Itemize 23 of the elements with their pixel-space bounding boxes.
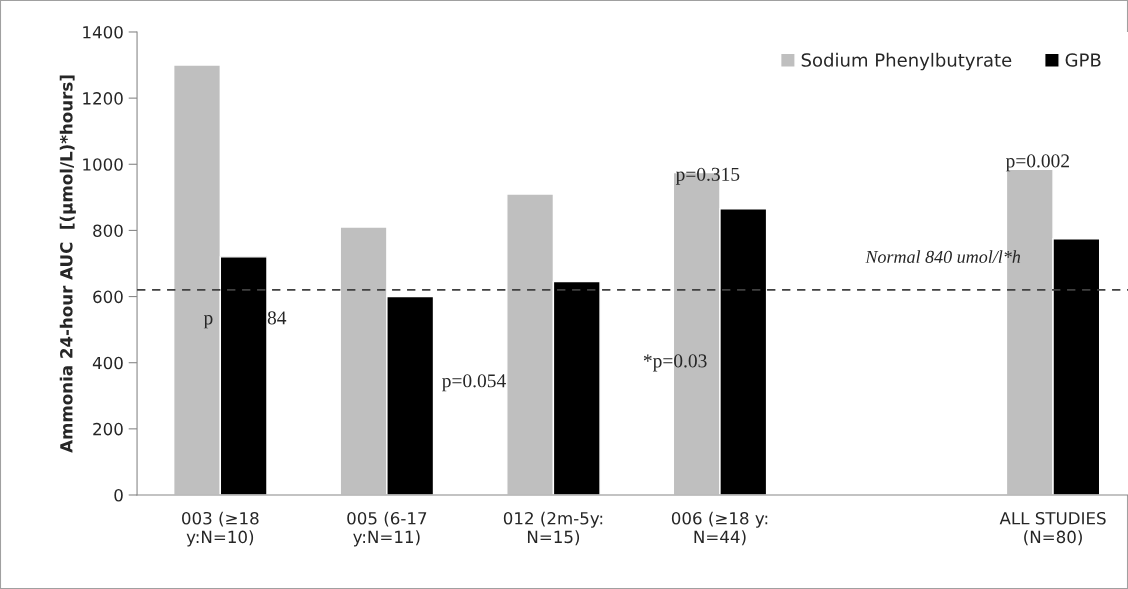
y-axis-title: Ammonia 24-hour AUC [(µmol/L)*hours] <box>59 75 76 453</box>
annotation: 84 <box>267 311 287 325</box>
y-tick-label: 400 <box>92 356 123 370</box>
x-tick-label: 003 (≥18 y:N=10) <box>182 511 259 547</box>
annotation: p=0.315 <box>675 167 740 185</box>
annotation: p=0.002 <box>1005 154 1069 172</box>
y-tick-label: 200 <box>93 422 123 436</box>
y-tick-label: 800 <box>93 224 123 237</box>
y-tick-label: 1400 <box>83 25 123 39</box>
x-tick-label: 005 (6-17 y:N=11) <box>347 511 427 547</box>
legend-label: Sodium Phenylbutyrate <box>801 52 1012 71</box>
annotation: p <box>203 315 213 329</box>
x-tick-label: 012 (2m-5y: N=15) <box>503 511 603 546</box>
ref-line-label: Normal 840 umol/l*h <box>865 250 1021 264</box>
annotation: p=0.054 <box>442 374 506 392</box>
y-tick-label: 600 <box>93 290 123 304</box>
annotation: *p=0.03 <box>643 354 707 372</box>
legend-label: GPB <box>1065 53 1101 67</box>
x-tick-label: ALL STUDIES (N=80) <box>999 511 1106 546</box>
x-tick-label: 006 (≥18 y: N=44) <box>671 511 768 546</box>
y-tick-label: 1200 <box>83 92 123 105</box>
y-tick-label: 0 <box>114 488 123 502</box>
y-tick-label: 1000 <box>83 158 123 171</box>
